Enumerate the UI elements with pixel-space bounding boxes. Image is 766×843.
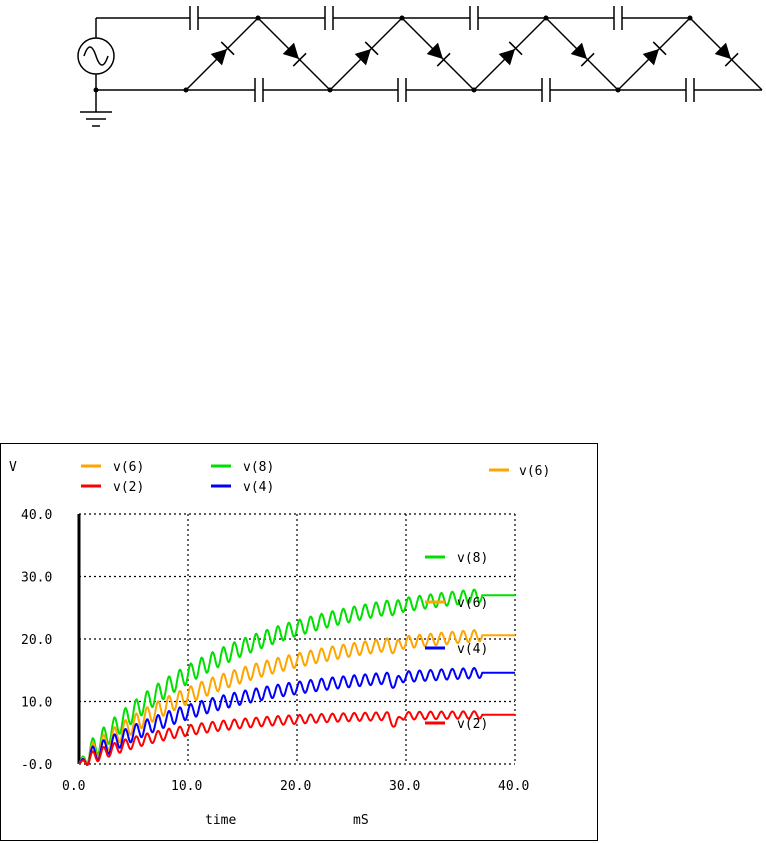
x-tick-label: 0.0: [62, 779, 85, 794]
plot-curves: [78, 588, 515, 767]
end-label-v2: v(2): [457, 717, 488, 732]
end-label-v6: v(6): [457, 596, 488, 611]
curve-end-labels: v(8) v(6) v(4) v(2): [425, 551, 488, 732]
plot-axes: -0.0 10.0 20.0 30.0 40.0 0.0 10.0 20.0 30.0 40.0: [21, 508, 529, 794]
x-tick-label: 40.0: [498, 779, 529, 794]
diode-ladder-wire: [185, 16, 763, 92]
cursor-label-v6: v(6): [519, 464, 550, 479]
y-axis-label: V: [9, 460, 17, 475]
y-tick-label: 40.0: [21, 508, 52, 523]
series-line-v6: [78, 628, 515, 766]
x-tick-label: 30.0: [389, 779, 420, 794]
x-axis-unit: mS: [353, 813, 369, 828]
x-tick-label: 10.0: [171, 779, 202, 794]
diode-icon: [570, 42, 595, 67]
junction-dots: [93, 15, 693, 93]
diode-icon: [210, 41, 235, 66]
legend-label-v6: v(6): [113, 460, 144, 475]
x-axis-label: time: [205, 813, 236, 828]
diode-icon: [426, 42, 451, 67]
end-label-v8: v(8): [457, 551, 488, 566]
ac-source-icon: [77, 37, 115, 75]
voltage-multiplier-schematic: [77, 6, 763, 127]
diode-icon: [714, 42, 739, 67]
end-label-v4: v(4): [457, 642, 488, 657]
y-tick-label: -0.0: [21, 758, 52, 773]
diode-icon: [354, 41, 379, 66]
diode-icon: [498, 41, 523, 66]
ground-icon: [80, 90, 112, 127]
diodes: [210, 41, 739, 67]
y-tick-label: 20.0: [21, 633, 52, 648]
y-tick-label: 30.0: [21, 571, 52, 586]
series-line-v2: [78, 710, 515, 766]
voltage-vs-time-chart: V v(6) v(8) v(2) v(4) v(6) -0.0 10.0 20.0 3…: [9, 460, 550, 828]
x-tick-label: 20.0: [280, 779, 311, 794]
legend-label-v2: v(2): [113, 480, 144, 495]
series-line-v8: [78, 588, 515, 765]
legend-label-v8: v(8): [243, 460, 274, 475]
diode-icon: [282, 42, 307, 67]
series-line-v4: [78, 666, 515, 767]
top-capacitors: [189, 6, 623, 30]
legend-label-v4: v(4): [243, 480, 274, 495]
bottom-capacitors: [254, 78, 695, 102]
y-tick-label: 10.0: [21, 696, 52, 711]
top-legend: v(6) v(8) v(2) v(4) v(6): [81, 460, 550, 495]
diode-icon: [642, 41, 667, 66]
simulation-plot-frame: V v(6) v(8) v(2) v(4) v(6) -0.0 10.0 20.0 3…: [0, 443, 598, 841]
